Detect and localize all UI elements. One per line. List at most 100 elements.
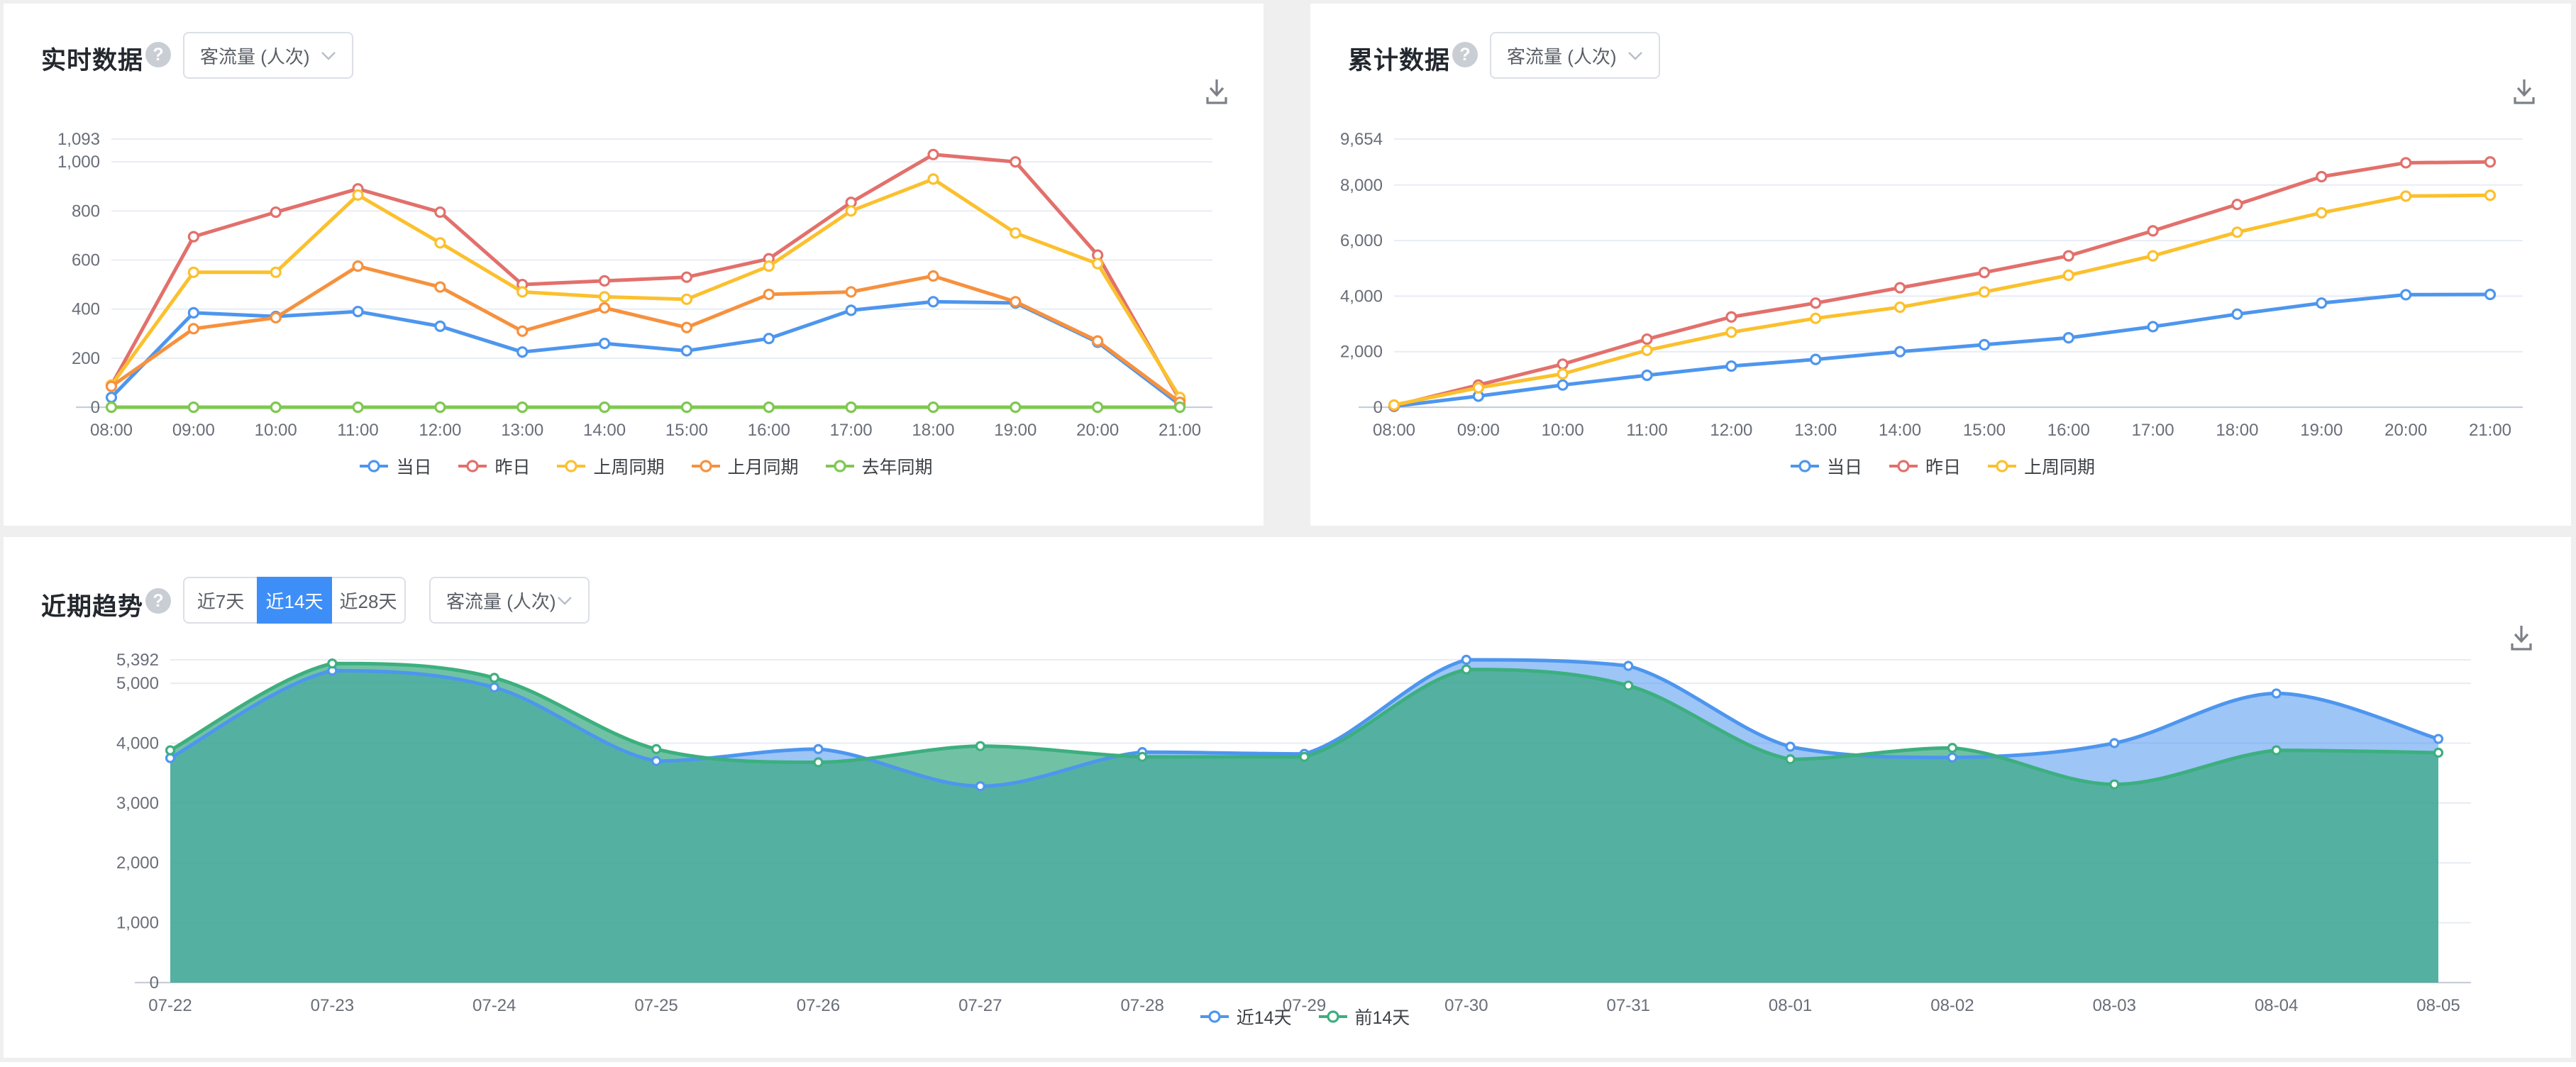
metric-select[interactable]: 客流量 (人次)	[183, 32, 353, 79]
cumulative-title: 累计数据	[1348, 47, 1451, 74]
svg-text:07-27: 07-27	[958, 996, 1002, 1015]
y-axis-labels: 0 1,000 2,000 3,000 4,000 5,000 5,392	[116, 651, 159, 993]
range-button-近28天[interactable]: 近28天	[331, 577, 406, 624]
svg-text:1,000: 1,000	[116, 914, 159, 933]
svg-text:1,093: 1,093	[57, 130, 100, 149]
svg-text:07-22: 07-22	[148, 996, 192, 1015]
trend-title: 近期趋势	[41, 593, 144, 621]
svg-text:19:00: 19:00	[994, 421, 1037, 440]
x-axis-labels: 08:00 09:00 10:00 11:00 12:00 13:00 14:00 15:00…	[90, 421, 1201, 440]
range-button-group: 近7天 近14天 近28天	[183, 577, 406, 624]
x-axis-labels: 08:00 09:00 10:00 11:00 12:00 13:00 14:00 15:00…	[1373, 421, 2511, 440]
svg-text:200: 200	[72, 349, 100, 368]
area-前14天	[170, 663, 2438, 983]
download-icon[interactable]	[2504, 621, 2538, 655]
svg-text:17:00: 17:00	[830, 421, 873, 440]
svg-text:07-29: 07-29	[1283, 996, 1326, 1015]
svg-text:800: 800	[72, 201, 100, 221]
chevron-down-icon	[558, 596, 572, 605]
legend-item-上月同期[interactable]: 上月同期	[690, 453, 799, 479]
series-当日	[105, 296, 1186, 411]
svg-text:15:00: 15:00	[665, 421, 708, 440]
legend-item-近14天[interactable]: 近14天	[1199, 1004, 1292, 1029]
metric-select[interactable]: 客流量 (人次)	[1490, 32, 1660, 79]
legend-item-上周同期[interactable]: 上周同期	[555, 453, 665, 479]
legend-marker-icon	[458, 460, 487, 472]
legend-item-当日[interactable]: 当日	[358, 453, 431, 479]
legend-item-上周同期[interactable]: 上周同期	[1986, 453, 2095, 479]
svg-text:19:00: 19:00	[2300, 421, 2343, 440]
svg-text:0: 0	[1373, 398, 1383, 417]
svg-text:07-30: 07-30	[1444, 996, 1488, 1015]
svg-text:16:00: 16:00	[2047, 421, 2090, 440]
metric-select-value: 客流量 (人次)	[1507, 45, 1617, 67]
svg-text:08:00: 08:00	[1373, 421, 1415, 440]
legend-marker-icon	[557, 460, 586, 472]
realtime-chart[interactable]: 0 200 400 600 800 1,000 1,093 08:00 09:00 10:00 11…	[4, 4, 1264, 526]
legend-marker-icon	[360, 460, 389, 472]
chevron-down-icon	[321, 51, 336, 60]
svg-text:15:00: 15:00	[1963, 421, 2006, 440]
series-前14天	[165, 658, 2444, 790]
svg-text:600: 600	[72, 250, 100, 270]
svg-text:14:00: 14:00	[583, 421, 626, 440]
svg-text:5,000: 5,000	[116, 674, 159, 693]
svg-text:14:00: 14:00	[1879, 421, 1921, 440]
svg-text:5,392: 5,392	[116, 651, 159, 670]
help-icon[interactable]: ?	[145, 588, 171, 614]
legend-item-昨日[interactable]: 昨日	[1888, 453, 1961, 479]
series-去年同期	[105, 401, 1186, 414]
legend-marker-icon	[1790, 460, 1819, 472]
svg-text:07-23: 07-23	[311, 996, 354, 1015]
svg-text:13:00: 13:00	[1794, 421, 1837, 440]
svg-text:08-02: 08-02	[1930, 996, 1974, 1015]
svg-text:08:00: 08:00	[90, 421, 133, 440]
svg-text:2,000: 2,000	[116, 853, 159, 873]
svg-text:13:00: 13:00	[501, 421, 543, 440]
svg-text:18:00: 18:00	[2216, 421, 2258, 440]
legend-marker-icon	[1889, 460, 1918, 472]
svg-text:21:00: 21:00	[1159, 421, 1201, 440]
svg-text:07-25: 07-25	[634, 996, 678, 1015]
cumulative-chart[interactable]: 0 2,000 4,000 6,000 8,000 9,654 08:00 09:00 10:0…	[1310, 4, 2571, 526]
svg-text:09:00: 09:00	[1457, 421, 1500, 440]
trend-legend: 近14天 前14天	[170, 1004, 2438, 1029]
legend-item-昨日[interactable]: 昨日	[457, 453, 530, 479]
svg-text:18:00: 18:00	[912, 421, 954, 440]
download-icon[interactable]	[2507, 74, 2541, 109]
download-arrow-icon	[2511, 626, 2532, 651]
help-icon[interactable]: ?	[145, 42, 171, 67]
download-icon[interactable]	[1200, 74, 1234, 109]
gridlines	[1359, 138, 2523, 409]
realtime-panel: 实时数据 ? 客流量 (人次) 0 200 400 600 800 1,000 1,093 0…	[4, 4, 1264, 526]
svg-text:9,654: 9,654	[1340, 130, 1383, 149]
help-icon[interactable]: ?	[1452, 42, 1478, 67]
svg-text:08-01: 08-01	[1769, 996, 1812, 1015]
svg-text:10:00: 10:00	[1542, 421, 1584, 440]
range-button-近7天[interactable]: 近7天	[183, 577, 258, 624]
legend-item-当日[interactable]: 当日	[1789, 453, 1862, 479]
realtime-legend: 当日 昨日 上周同期 上月同期 去年同期	[111, 453, 1180, 479]
metric-select-value: 客流量 (人次)	[200, 45, 310, 67]
svg-text:6,000: 6,000	[1340, 231, 1383, 250]
x-axis-labels: 07-22 07-23 07-24 07-25 07-26 07-27 07-28 07-29…	[148, 996, 2460, 1015]
legend-item-前14天[interactable]: 前14天	[1317, 1004, 1410, 1029]
svg-text:07-28: 07-28	[1120, 996, 1163, 1015]
svg-text:07-31: 07-31	[1607, 996, 1650, 1015]
svg-text:16:00: 16:00	[748, 421, 790, 440]
metric-select[interactable]: 客流量 (人次)	[429, 577, 590, 624]
series-昨日	[1388, 156, 2497, 412]
legend-marker-icon	[1318, 1010, 1347, 1023]
svg-text:20:00: 20:00	[1076, 421, 1119, 440]
legend-item-去年同期[interactable]: 去年同期	[824, 453, 933, 479]
legend-marker-icon	[825, 460, 854, 472]
legend-marker-icon	[1200, 1010, 1229, 1023]
svg-text:11:00: 11:00	[337, 421, 378, 440]
range-button-近14天[interactable]: 近14天	[257, 577, 332, 624]
series-当日	[1388, 288, 2497, 412]
svg-text:10:00: 10:00	[255, 421, 297, 440]
svg-text:3,000: 3,000	[116, 794, 159, 813]
svg-text:11:00: 11:00	[1626, 421, 1667, 440]
svg-text:20:00: 20:00	[2384, 421, 2427, 440]
